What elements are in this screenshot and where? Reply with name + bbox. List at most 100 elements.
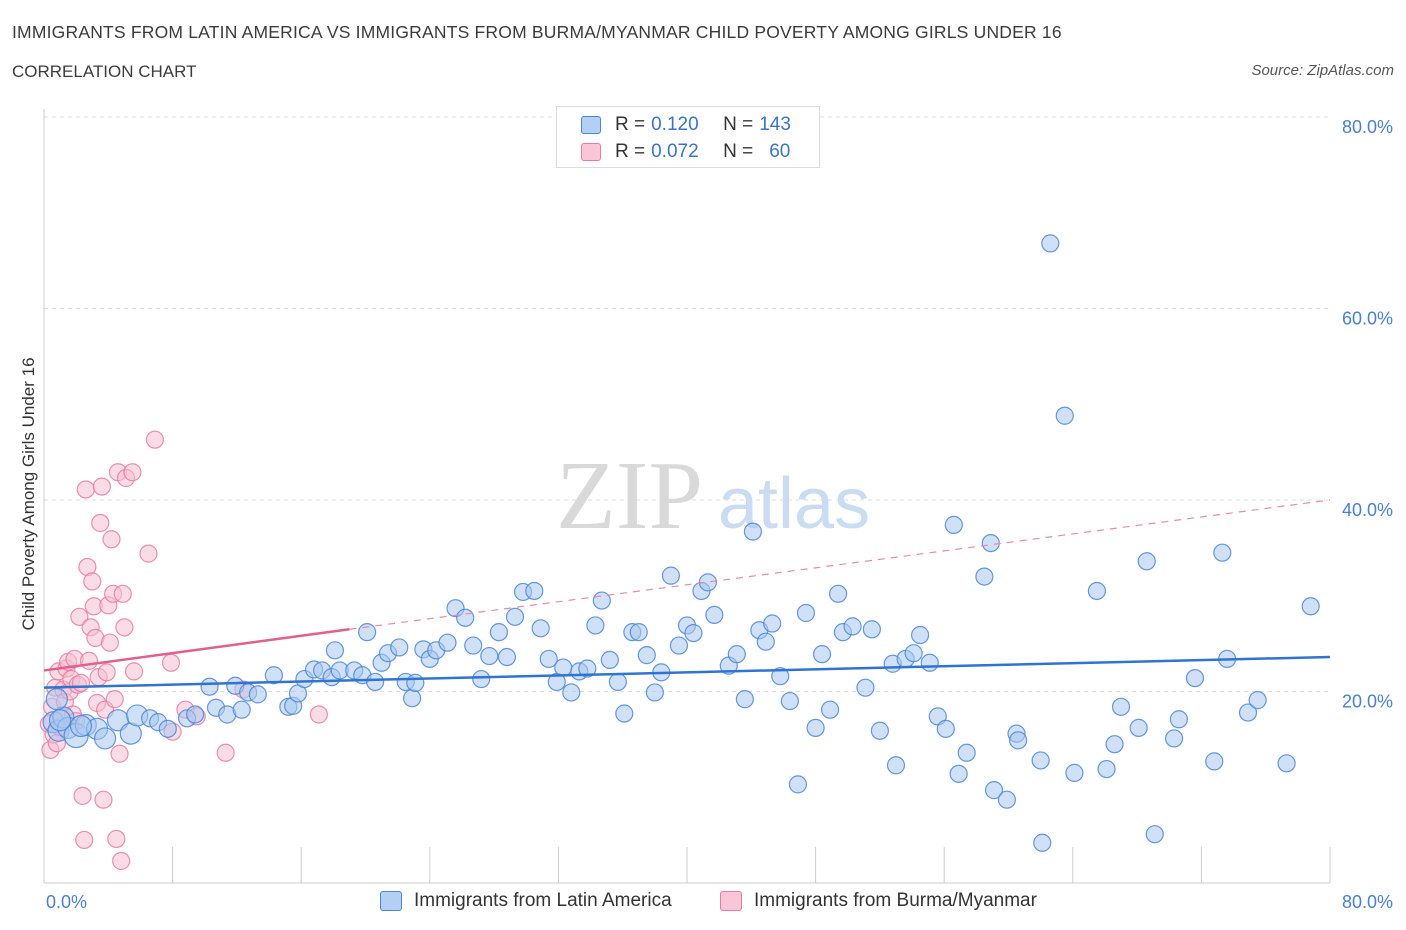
- point-burma: [94, 790, 113, 809]
- point-burma: [110, 744, 129, 763]
- point-latin-america: [608, 672, 627, 692]
- point-latin-america: [1164, 729, 1184, 748]
- point-latin-america: [232, 700, 251, 719]
- point-latin-america: [1055, 406, 1074, 425]
- point-latin-america: [403, 689, 422, 708]
- point-burma: [76, 480, 95, 499]
- point-latin-america: [957, 743, 976, 762]
- point-latin-america: [600, 650, 619, 670]
- trend-line-latin-america: [43, 655, 1331, 689]
- point-latin-america: [325, 641, 345, 660]
- legend-n-value: 143: [759, 114, 791, 135]
- y-tick-label: 40.0%: [1342, 500, 1393, 520]
- point-latin-america: [264, 666, 283, 685]
- point-latin-america: [562, 683, 581, 702]
- point-latin-america: [1137, 552, 1156, 571]
- point-latin-america: [669, 636, 689, 655]
- point-burma: [102, 530, 121, 549]
- legend-row-latin-america: R = 0.120 N = 143: [581, 113, 791, 137]
- watermark: ZIP atlas: [556, 442, 870, 550]
- point-latin-america: [358, 623, 377, 642]
- point-latin-america: [637, 646, 656, 665]
- point-latin-america: [366, 672, 385, 692]
- point-latin-america: [480, 646, 499, 666]
- point-latin-america: [1065, 763, 1084, 782]
- bottom-legend-swatch-blue: [380, 891, 402, 911]
- point-latin-america: [975, 567, 994, 586]
- point-latin-america: [856, 678, 875, 697]
- bottom-legend-swatch-pink: [720, 891, 742, 911]
- axes: [43, 109, 1331, 884]
- point-burma: [145, 430, 165, 449]
- stats-legend: R = 0.120 N = 143 R = 0.072 N = 60: [556, 106, 820, 168]
- point-latin-america: [531, 619, 550, 638]
- point-burma: [79, 651, 99, 670]
- point-latin-america: [505, 607, 525, 626]
- point-latin-america: [525, 581, 544, 601]
- legend-row-burma: R = 0.072 N = 60: [581, 140, 790, 164]
- point-latin-america: [1185, 668, 1205, 688]
- point-burma: [123, 463, 142, 482]
- point-latin-america: [1277, 754, 1296, 773]
- point-latin-america: [944, 515, 963, 534]
- grid-lines: [44, 116, 1330, 692]
- point-latin-america: [661, 566, 681, 585]
- point-latin-america: [1169, 710, 1188, 729]
- point-latin-america: [780, 691, 799, 711]
- y-axis-label: Child Poverty Among Girls Under 16: [19, 357, 38, 630]
- point-latin-america: [1105, 735, 1124, 754]
- bottom-legend-burma: Immigrants from Burma/Myanmar: [720, 888, 1037, 914]
- point-burma: [216, 743, 235, 762]
- point-burma: [113, 584, 132, 603]
- point-burma: [107, 829, 126, 849]
- point-latin-america: [489, 623, 509, 642]
- point-burma: [70, 607, 89, 626]
- legend-n-label: N =: [723, 114, 754, 135]
- point-burma: [309, 705, 328, 724]
- legend-n-value: 60: [769, 141, 791, 162]
- point-latin-america: [920, 653, 939, 672]
- point-latin-america: [771, 667, 790, 686]
- point-latin-america: [904, 644, 923, 663]
- point-latin-america: [438, 633, 457, 652]
- point-latin-america: [48, 709, 72, 732]
- point-latin-america: [1248, 691, 1267, 710]
- point-latin-america: [248, 685, 267, 704]
- legend-r-label: R =: [615, 114, 646, 135]
- point-latin-america: [69, 714, 93, 738]
- point-burma: [161, 653, 181, 672]
- point-latin-america: [862, 620, 881, 639]
- point-burma: [139, 544, 158, 563]
- chart-title: IMMIGRANTS FROM LATIN AMERICA VS IMMIGRA…: [12, 22, 1062, 42]
- trend-lines: [43, 499, 1331, 689]
- point-latin-america: [578, 659, 597, 678]
- x-tick-label: 0.0%: [46, 892, 87, 912]
- point-latin-america: [788, 775, 808, 794]
- point-burma: [100, 633, 120, 652]
- point-latin-america: [1145, 825, 1164, 844]
- point-burma: [97, 663, 116, 682]
- y-tick-label: 80.0%: [1342, 117, 1393, 137]
- point-latin-america: [45, 688, 68, 711]
- point-latin-america: [910, 625, 930, 645]
- point-burma: [83, 572, 102, 591]
- legend-swatch-blue: [581, 116, 601, 134]
- x-tick-label: 80.0%: [1342, 892, 1393, 912]
- point-latin-america: [390, 638, 409, 657]
- point-latin-america: [735, 690, 754, 709]
- point-latin-america: [1031, 751, 1050, 770]
- point-latin-america: [743, 522, 763, 541]
- point-latin-america: [997, 790, 1016, 809]
- point-latin-america: [812, 645, 832, 664]
- bottom-legend-label: Immigrants from Burma/Myanmar: [754, 890, 1037, 911]
- point-latin-america: [539, 649, 558, 669]
- point-burma: [92, 477, 111, 496]
- point-latin-america: [1301, 597, 1320, 616]
- source-label: Source: ZipAtlas.com: [1251, 62, 1394, 79]
- point-burma: [75, 830, 94, 850]
- legend-swatch-pink: [581, 143, 601, 161]
- point-latin-america: [936, 719, 955, 738]
- point-burma: [115, 618, 134, 637]
- point-latin-america: [1238, 703, 1258, 722]
